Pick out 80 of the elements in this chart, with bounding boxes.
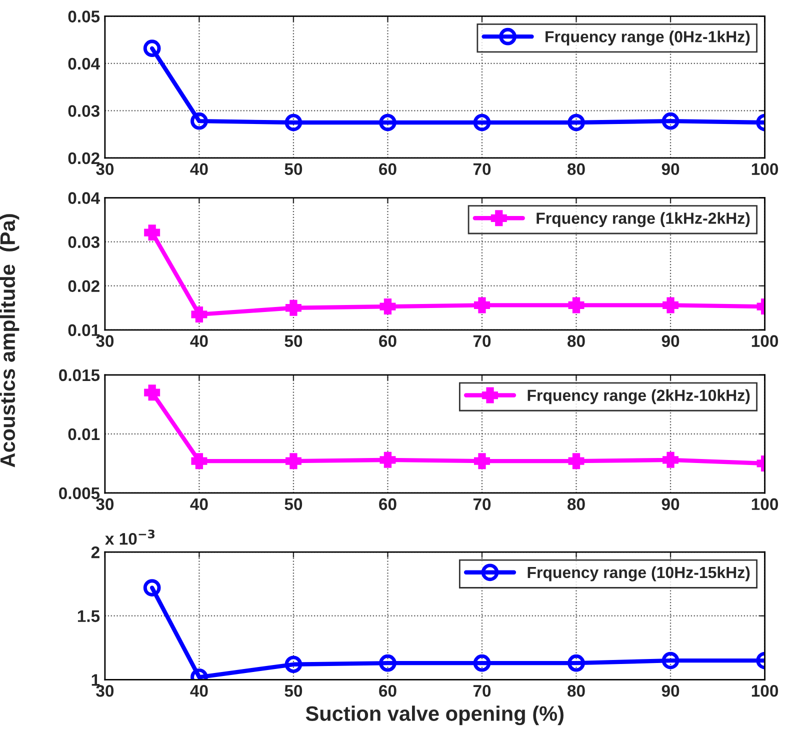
point [474,453,490,470]
point [190,112,208,130]
point [380,298,396,315]
x-tick-label: 80 [568,163,585,176]
y-tick-label: 0.02 [68,280,100,292]
x-tick-label: 100 [752,498,778,510]
x-tick-label: 70 [473,498,491,510]
y-tick-label: 0.005 [59,487,100,500]
y-tick-label: 0.01 [68,324,100,336]
point [285,453,302,470]
y-axis-title: Acoustics amplitude (Pa) [0,214,20,468]
x-tick-label: 90 [662,685,680,697]
y-tick-label: 0.03 [68,105,100,117]
y-tick-label: 0.02 [68,152,100,164]
legend-label: Frquency range (0Hz-1kHz) [546,30,750,46]
y-tick-label: 0.01 [68,428,100,440]
point [380,452,396,468]
point [143,579,161,596]
x-tick-label: 50 [284,335,302,347]
point [568,297,584,314]
x-tick-label: 100 [752,685,778,697]
x-tick-label: 90 [662,163,680,176]
point [191,306,208,322]
point [143,40,161,58]
x-tick-label: 60 [379,498,396,510]
y-tick-label: 0.015 [59,369,100,382]
x-tick-label: 40 [190,685,208,697]
x-tick-label: 50 [284,163,302,176]
x-tick-label: 100 [752,163,778,176]
y-tick-label: 1.5 [78,610,100,622]
point [284,114,302,132]
x-tick-label: 100 [752,335,778,347]
y-tick-label: 0.04 [68,58,100,70]
y-tick-label: 2 [91,546,100,558]
legend-label: Frquency range (1kHz-2kHz) [536,212,750,228]
legend-label: Frquency range (10Hz-15kHz) [528,566,750,582]
point [662,452,679,468]
x-tick-label: 30 [96,335,114,348]
y-tick-label: 0.04 [68,192,100,204]
point [191,453,208,470]
x-tick-label: 60 [379,685,396,697]
x-tick-label: 70 [473,163,491,176]
x-tick-label: 90 [662,498,680,510]
point [284,656,302,674]
point [474,297,490,314]
point [144,224,160,241]
legend-label: Frquency range (2kHz-10kHz) [528,389,750,404]
point [568,654,585,672]
point [285,300,302,316]
x-tick-label: 80 [568,498,585,510]
point [568,114,585,132]
x-tick-label: 30 [96,163,114,176]
point [662,112,680,130]
point [568,453,584,470]
y-tick-label: 0.05 [68,10,100,22]
x-tick-label: 40 [190,498,208,510]
point [379,654,396,672]
x-tick-label: 90 [662,335,680,347]
point [473,654,491,672]
text: x 10$^{−3}$ [105,530,155,545]
x-tick-label: 70 [473,335,491,347]
x-axis-title: Suction valve opening (%) [306,706,564,726]
x-tick-label: 30 [96,685,114,697]
point [662,652,680,670]
point [144,384,160,401]
point [662,297,679,314]
x-tick-label: 80 [568,685,585,697]
y-tick-label: 0.03 [68,236,100,248]
y-tick-label: 1 [92,674,100,686]
x-tick-label: 60 [379,163,396,176]
x-tick-label: 40 [190,163,208,176]
x-tick-label: 60 [379,335,396,347]
point [379,114,396,132]
x-tick-label: 70 [473,685,491,697]
x-tick-label: 50 [284,498,302,510]
x-tick-label: 80 [568,335,585,347]
x-tick-label: 50 [284,685,302,697]
point [473,114,491,132]
x-tick-label: 40 [190,335,208,347]
x-tick-label: 30 [96,498,114,510]
